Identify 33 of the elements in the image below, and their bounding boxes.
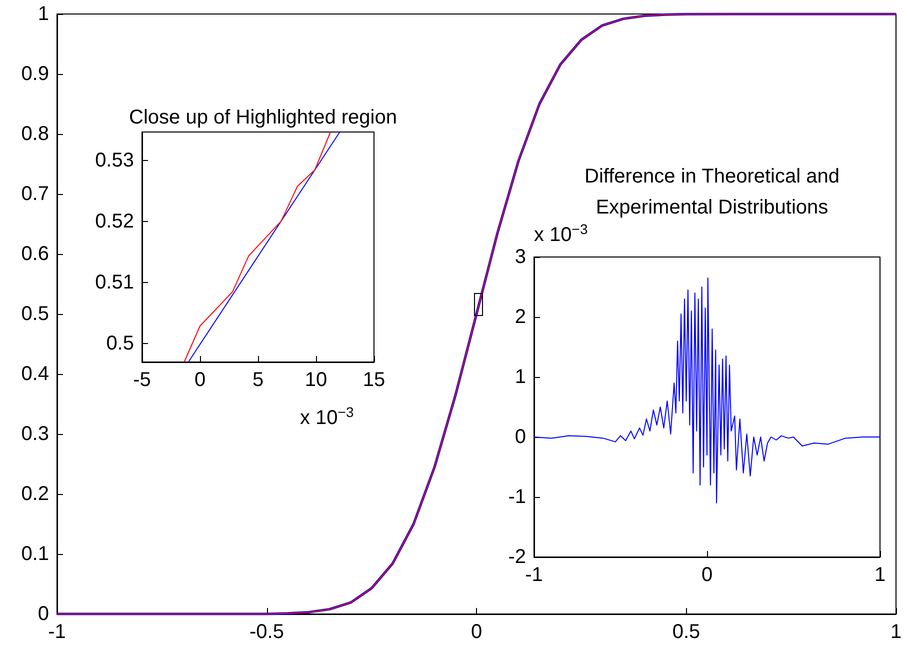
y-tick-label: 2	[514, 306, 526, 328]
x-tick-label: 0	[194, 369, 206, 391]
y-tick-label: 0	[514, 426, 526, 448]
y-tick-label: 0.4	[21, 363, 49, 385]
y-tick-label: 3	[514, 246, 526, 268]
y-tick-label: -1	[508, 486, 526, 508]
x-tick-label: 10	[304, 369, 328, 391]
y-tick-label: 0	[38, 603, 49, 625]
x-tick-label: -5	[133, 369, 151, 391]
x-tick-label: 5	[252, 369, 264, 391]
chart-title: Difference in Theoretical and Experimental Distributions	[584, 166, 840, 218]
y-tick-label: -2	[508, 546, 526, 568]
x-tick-label: -0.5	[250, 621, 284, 643]
y-tick-label: 0.8	[21, 123, 49, 145]
y-tick-label: 0.52	[95, 210, 134, 233]
y-tick-label: 0.3	[21, 423, 49, 445]
y-tick-label: 0.5	[106, 332, 134, 355]
x-tick-label: 0	[470, 621, 482, 643]
y-tick-label: 0.5	[21, 303, 49, 325]
y-tick-label: 0.6	[21, 243, 49, 265]
y-tick-label: 0.9	[21, 63, 49, 85]
x-tick-label: 15	[362, 369, 386, 391]
x-tick-label: 0	[701, 564, 713, 586]
chart-title: Close up of Highlighted region	[129, 106, 397, 128]
x-tick-label: 1	[890, 621, 902, 643]
y-tick-label: 0.53	[95, 150, 134, 172]
x-tick-label: 1	[874, 564, 886, 586]
y-tick-label: 0.2	[21, 483, 49, 505]
x-tick-label: 0.5	[672, 621, 700, 643]
y-tick-label: 0.51	[95, 272, 134, 294]
y-tick-label: 1	[38, 3, 49, 25]
y-tick-label: 0.7	[21, 183, 49, 205]
y-tick-label: 0.1	[21, 543, 49, 565]
